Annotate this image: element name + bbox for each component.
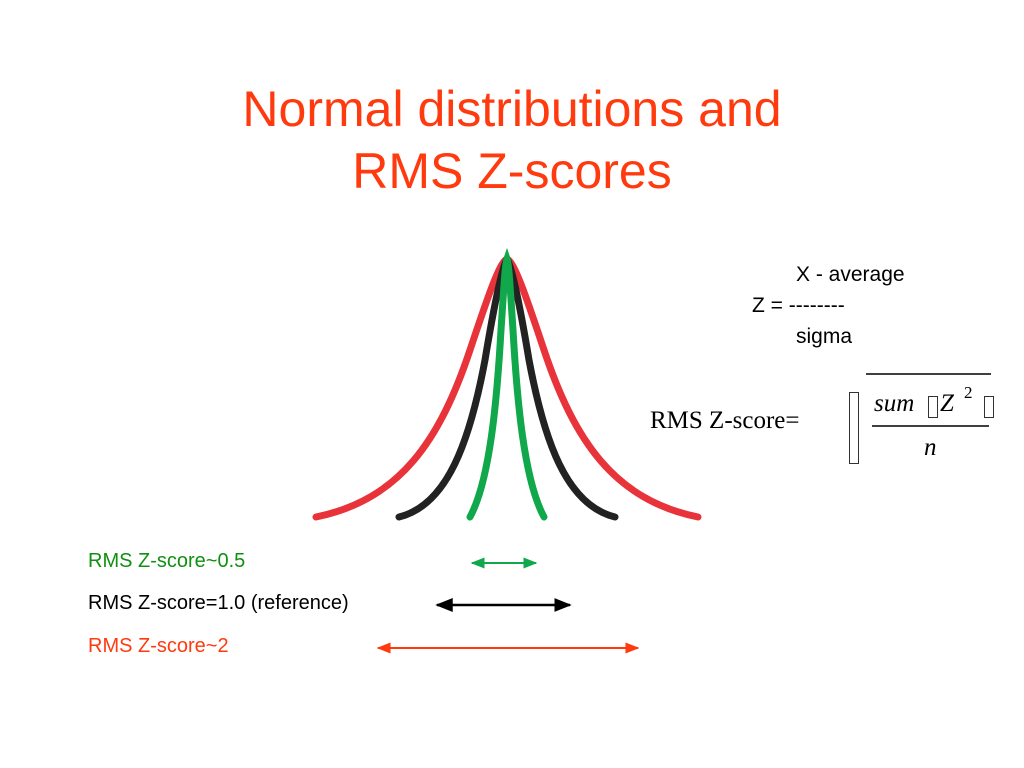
- formula-z: Z: [940, 390, 954, 417]
- legend-label-wide: RMS Z-score~2: [88, 635, 229, 657]
- missing-glyph-paren-left: [928, 396, 938, 418]
- reference-distribution-curve: [395, 251, 619, 521]
- z-denominator: sigma: [796, 325, 853, 348]
- rms-formula-label: RMS Z-score=: [650, 407, 800, 434]
- title-line-1: Normal distributions and: [242, 81, 782, 137]
- legend-label-reference: RMS Z-score=1.0 (reference): [88, 592, 349, 614]
- z-numerator: X - average: [796, 263, 905, 286]
- missing-glyph-paren-right: [984, 396, 994, 418]
- z-equals-line: Z = --------: [752, 294, 845, 317]
- formula-n: n: [924, 434, 937, 461]
- wide-distribution-curve: [312, 255, 702, 521]
- formula-sum: sum: [874, 390, 915, 417]
- title-line-2: RMS Z-scores: [352, 143, 672, 199]
- slide-title: Normal distributions and RMS Z-scores: [0, 78, 1024, 202]
- missing-glyph-radical: [849, 392, 859, 464]
- formula-exponent: 2: [964, 383, 973, 402]
- legend-label-narrow: RMS Z-score~0.5: [88, 550, 246, 572]
- narrow-distribution-curve: [466, 247, 548, 521]
